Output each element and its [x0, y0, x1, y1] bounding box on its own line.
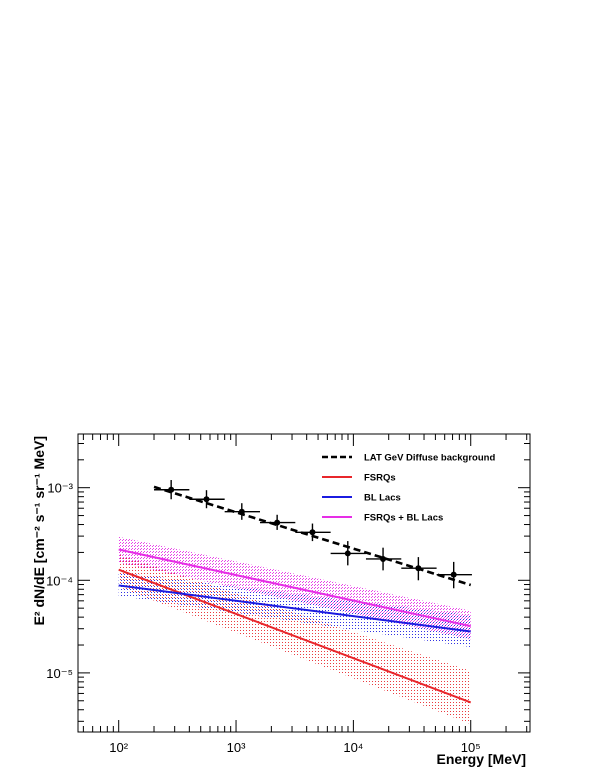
legend-label: FSRQs — [364, 473, 396, 484]
series-line-bl-lacs — [118, 584, 471, 633]
data-point — [189, 490, 225, 509]
data-marker — [415, 565, 422, 572]
data-marker — [309, 529, 316, 536]
data-point — [154, 480, 190, 500]
data-point — [259, 514, 296, 530]
y-axis-title: E² dN/dE [cm⁻² s⁻¹ sr⁻¹ MeV] — [31, 436, 47, 625]
data-marker — [203, 496, 210, 503]
data-marker — [168, 486, 175, 493]
data-marker — [380, 555, 387, 562]
axis-ticks — [78, 434, 530, 732]
legend-label: BL Lacs — [364, 493, 401, 504]
data-point — [401, 557, 437, 581]
data-point — [436, 561, 472, 589]
data-point — [365, 547, 402, 571]
legend: LAT GeV Diffuse background FSRQs BL Lacs FS… — [322, 453, 495, 524]
x-tick-label: 10³ — [227, 740, 246, 755]
y-tick-label: 10⁻³ — [47, 481, 73, 496]
x-tick-label: 10² — [109, 740, 128, 755]
legend-label: FSRQs + BL Lacs — [364, 513, 443, 524]
y-tick-label: 10⁻⁴ — [46, 573, 73, 588]
data-points — [154, 480, 472, 589]
tick-labels: 10² 10³ 10⁴ 10⁵ 10⁻⁵ 10⁻⁴ 10⁻³ — [46, 481, 481, 755]
band-bl-lacs — [118, 572, 471, 648]
x-tick-label: 10⁴ — [343, 740, 363, 755]
legend-label: LAT GeV Diffuse background — [364, 453, 495, 464]
x-axis-title: Energy [MeV] — [437, 751, 526, 767]
data-point — [224, 503, 260, 520]
series-line-fsrqs-bl-lacs — [118, 548, 471, 628]
data-point — [295, 523, 331, 542]
data-marker — [344, 550, 351, 557]
data-marker — [274, 519, 281, 526]
data-marker — [238, 508, 245, 515]
data-marker — [450, 571, 457, 578]
x-tick-label: 10⁵ — [461, 740, 481, 755]
data-point — [330, 541, 366, 566]
plot-frame — [77, 433, 531, 733]
series-line-fsrqs — [118, 568, 472, 704]
y-tick-label: 10⁻⁵ — [46, 666, 73, 681]
